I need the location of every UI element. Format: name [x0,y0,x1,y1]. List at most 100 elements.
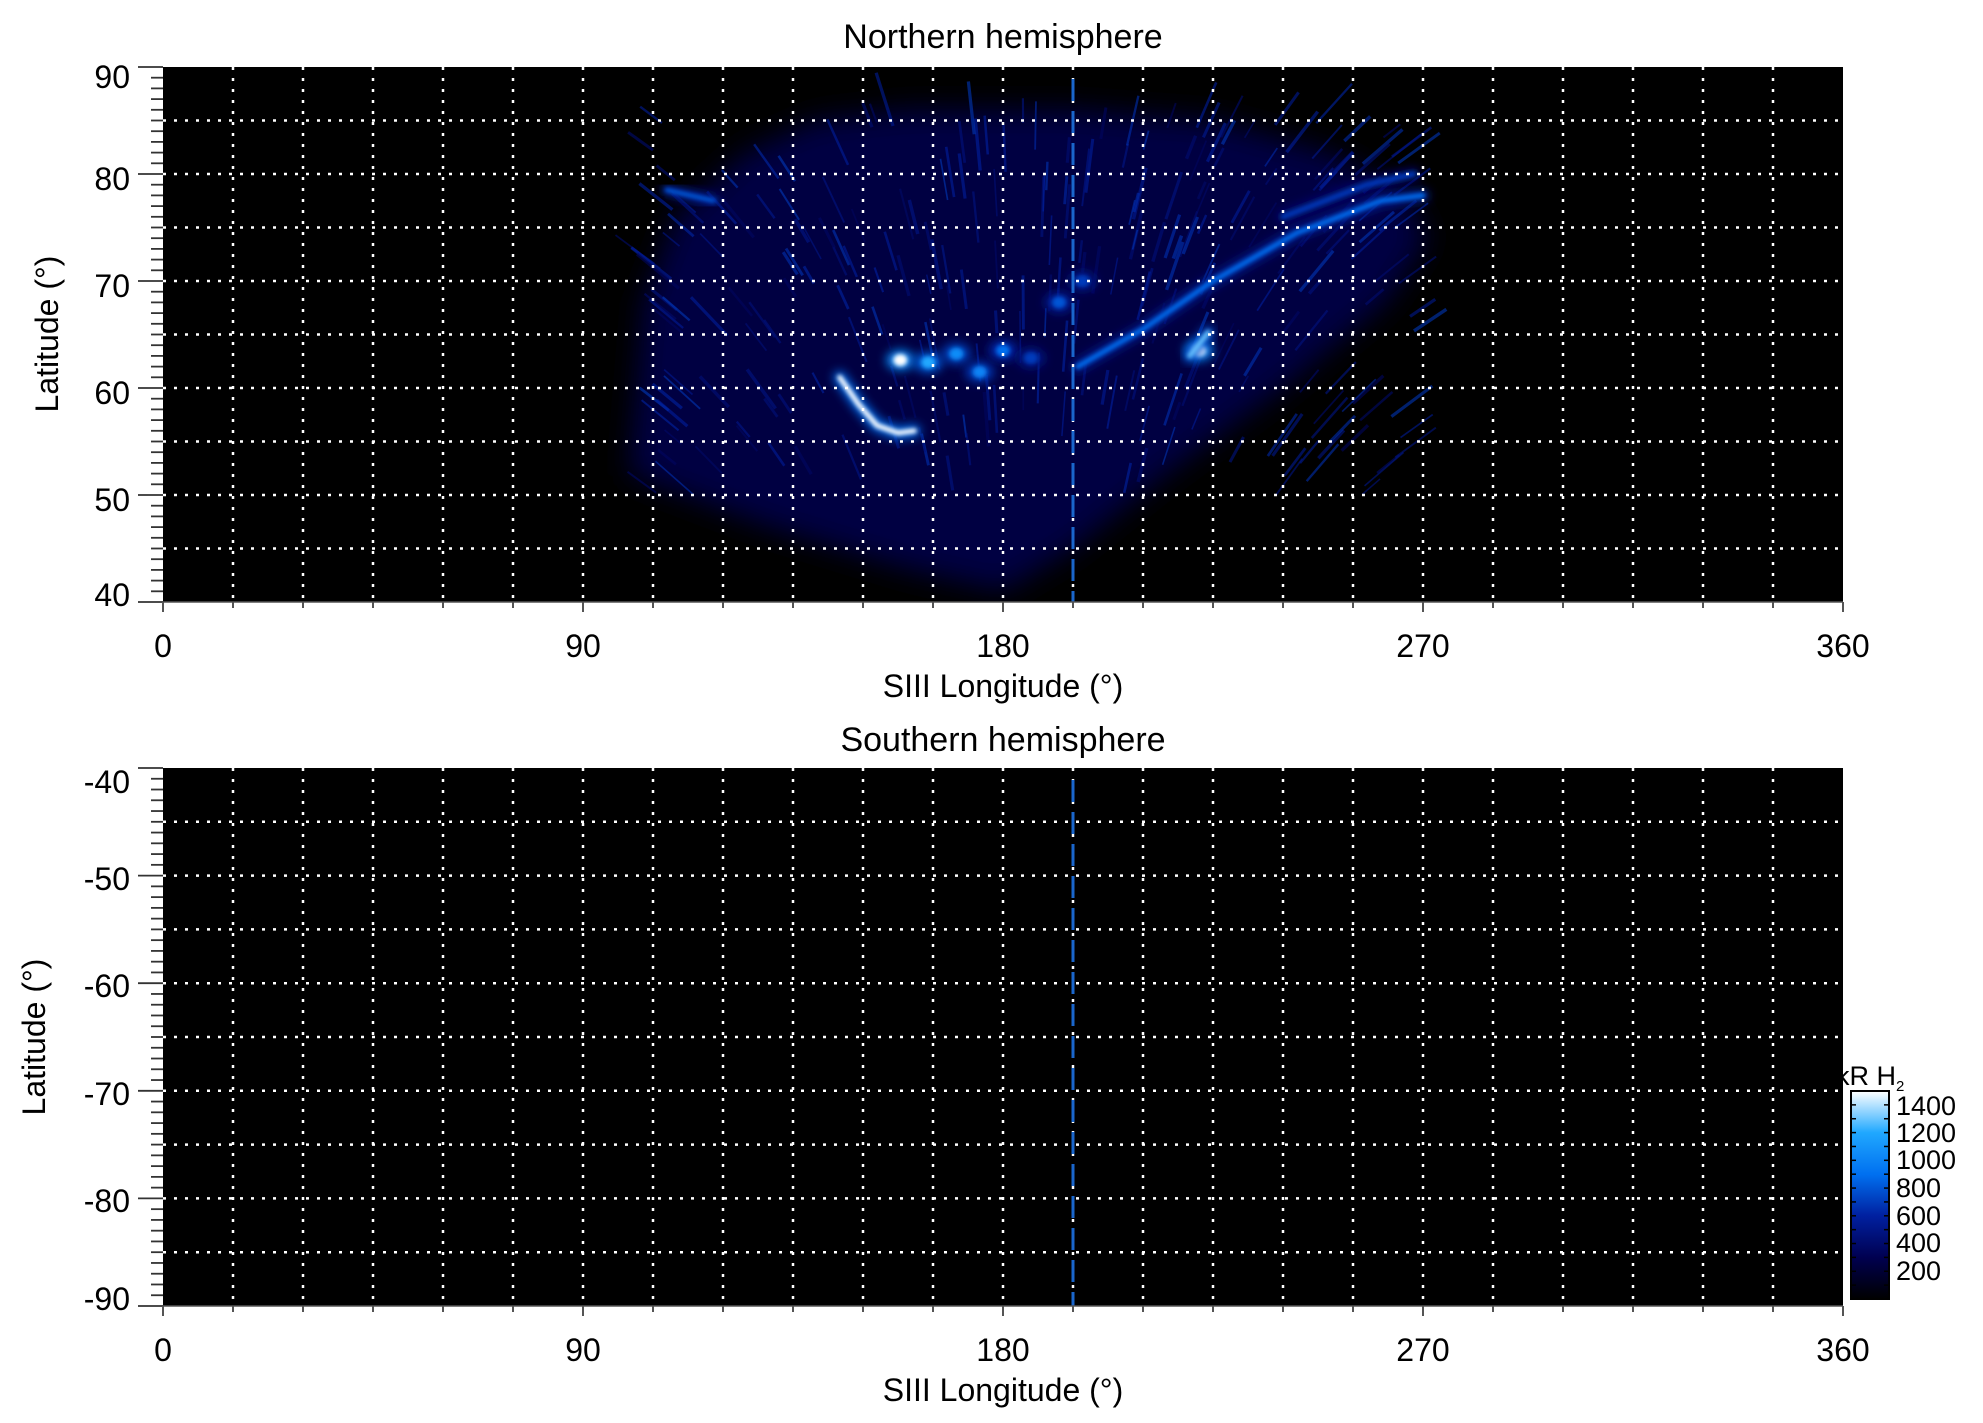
south-ytick-m50: -50 [84,861,130,897]
emission-streak [657,448,677,466]
emission-streak [663,375,701,410]
emission-streak [1124,370,1136,411]
emission-streak [793,218,811,244]
emission-streak [1243,347,1263,377]
emission-streak [720,197,755,239]
emission-streak [861,102,874,128]
emission-streak [626,471,657,494]
emission-streak [1299,439,1320,464]
emission-streak [1202,101,1221,138]
emission-streak [635,252,681,290]
emission-streak [1139,405,1150,442]
emission-streak [881,323,892,350]
south-ytick-m40: -40 [84,764,130,800]
north-ytick-60: 60 [94,375,130,411]
emission-streak [965,433,972,466]
emission-streak [945,455,955,491]
emission-streak [994,240,999,289]
north-ylabel: Latitude (°) [29,256,65,413]
emission-streak [1205,122,1227,163]
emission-streak [689,296,729,337]
colorbar-tick-1200: 1200 [1896,1118,1956,1148]
emission-streak [1305,443,1340,482]
emission-streak [868,103,878,123]
emission-streak [1042,175,1046,212]
emission-streak [1294,309,1329,351]
emission-streak [763,319,782,344]
emission-streak [939,158,949,201]
emission-streak [1312,167,1334,192]
emission-streak [655,398,689,428]
emission-streak [1061,320,1069,372]
emission-streak [942,392,950,416]
south-grid [163,768,1843,1306]
emission-spot [972,365,987,378]
emission-streak [1343,115,1372,143]
emission-streak [923,221,933,251]
emission-streak [1382,123,1401,139]
emission-streak [1132,192,1141,213]
colorbar-label-subscript: 2 [1896,1078,1904,1095]
colorbar-label: kR H2 [1836,1061,1904,1095]
emission-spot [996,344,1010,357]
emission-streak [648,298,684,329]
emission-streak [1325,229,1350,255]
south-ytick-m90: -90 [84,1281,130,1317]
emission-streak [972,191,980,243]
emission-streak [1063,184,1072,239]
emission-streak [973,118,982,171]
emission-spot [1024,352,1038,365]
emission-spot [949,347,964,360]
emission-streak [966,81,976,135]
emission-streak [763,397,779,418]
emission-streak [1142,130,1150,150]
emission-streak [1328,414,1357,444]
emission-streak [777,393,793,414]
colorbar-tick-1400: 1400 [1896,1091,1956,1121]
emission-streak [1341,378,1377,413]
emission-streak [745,368,777,410]
emission-streak [1193,182,1211,221]
emission-streak [1196,181,1207,200]
emission-streak [944,146,956,198]
emission-streak [1213,147,1225,167]
emission-streak [957,153,967,199]
south-xtick-0: 0 [154,1332,172,1368]
emission-streak [1048,215,1053,266]
north-ytick-50: 50 [94,482,130,518]
north-panel: Northern hemisphere 0 90 180 270 360 40 … [29,18,1870,704]
emission-streak [1361,478,1381,496]
emission-streak [1072,299,1080,344]
emission-streak [992,384,999,433]
emission-streak [1078,240,1084,264]
emission-streak [793,445,813,476]
emission-streak [727,286,754,317]
emission-streak [643,292,677,320]
emission-streak [1128,199,1136,225]
north-grid [163,67,1843,602]
emission-streak [1165,241,1185,291]
emission-streak [1110,257,1119,295]
emission-streak [1061,391,1066,437]
emission-streak [957,120,967,164]
emission-streak [1229,196,1256,241]
north-ytick-80: 80 [94,161,130,197]
emission-streak [735,424,759,452]
emission-streak [993,168,998,217]
colorbar: kR H2 200 400 600 800 1000 1200 1400 [1836,1061,1956,1300]
emission-streak [1364,288,1385,306]
emission-streak [1201,290,1213,310]
emission-streak [1313,389,1345,425]
colorbar-tick-800: 800 [1896,1173,1941,1203]
emission-arc [664,187,717,204]
emission-streak [1376,454,1400,474]
emission-streak [1081,148,1090,207]
north-ytick-70: 70 [94,268,130,304]
emission-spot [893,354,908,367]
south-ytick-m80: -80 [84,1183,130,1219]
emission-streak [1243,119,1256,139]
north-ytick-40: 40 [94,577,130,613]
emission-streak [1122,462,1133,494]
emission-spot [1075,275,1090,287]
emission-streak [1409,298,1437,318]
